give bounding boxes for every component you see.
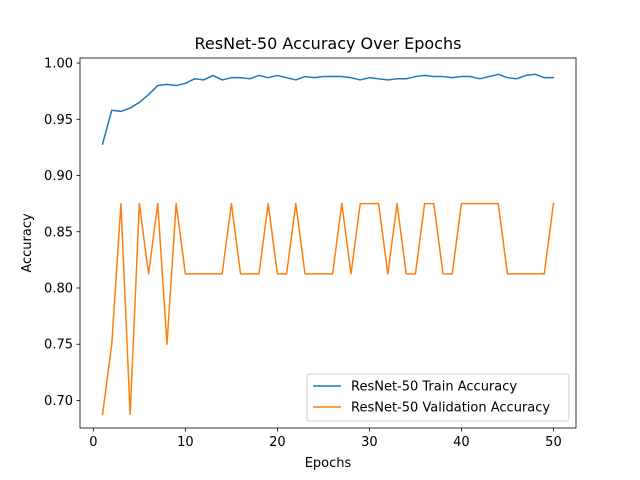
x-tick-label: 40	[453, 435, 470, 450]
series-line-train	[101, 73, 555, 145]
chart-title: ResNet-50 Accuracy Over Epochs	[195, 34, 462, 53]
legend-label: ResNet-50 Validation Accuracy	[351, 401, 550, 416]
y-tick-label: 0.90	[44, 169, 73, 184]
x-tick-label: 20	[269, 435, 286, 450]
legend-box	[306, 373, 570, 422]
plot-area	[80, 58, 576, 428]
x-tick-label: 10	[177, 435, 194, 450]
x-tick-label: 30	[361, 435, 378, 450]
axes-frame	[79, 57, 577, 429]
y-tick-label: 1.00	[44, 57, 73, 72]
y-axis-label: Accuracy	[20, 213, 35, 273]
y-tick-label: 0.80	[44, 281, 73, 296]
x-tick-label: 0	[89, 435, 97, 450]
x-tick-label: 50	[545, 435, 562, 450]
legend: ResNet-50 Train Accuracy ResNet-50 Valida…	[306, 373, 570, 422]
series-line-validation	[101, 202, 555, 416]
series-group	[101, 73, 555, 416]
y-tick-label: 0.75	[44, 338, 73, 353]
x-axis-label: Epochs	[305, 456, 352, 471]
y-tick-label: 0.70	[44, 394, 73, 409]
y-tick-label: 0.95	[44, 113, 73, 128]
legend-label: ResNet-50 Train Accuracy	[351, 380, 517, 395]
y-tick-label: 0.85	[44, 225, 73, 240]
axes-group: 0 10 20 30 40 50 0.70 0.75 0.80 0.85 0.90 0.95 1.00	[44, 57, 577, 450]
